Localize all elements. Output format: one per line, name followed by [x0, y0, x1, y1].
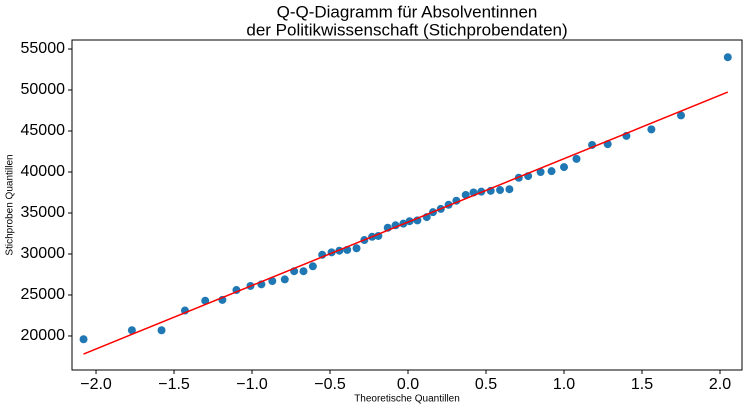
y-tick-label: 40000: [21, 163, 66, 180]
point: [536, 168, 545, 176]
point: [572, 154, 581, 163]
x-tick-label: −2.0: [80, 376, 112, 393]
point: [677, 111, 686, 120]
x-axis-label: Theoretische Quantillen: [354, 394, 460, 405]
fit-line: [83, 91, 729, 355]
x-tick-label: −1.5: [158, 376, 190, 393]
point: [268, 277, 277, 286]
point: [308, 262, 317, 271]
point: [723, 53, 732, 62]
chart-title: der Politikwissenschaft (Stichprobendate…: [246, 20, 567, 39]
point: [127, 326, 136, 335]
y-tick-label: 55000: [21, 40, 66, 57]
point: [280, 275, 289, 284]
point: [647, 125, 656, 134]
point: [560, 163, 569, 172]
x-tick-label: 1.0: [553, 376, 575, 393]
x-tick-label: 0.0: [397, 376, 419, 393]
y-tick-label: 45000: [21, 122, 66, 139]
plot-frame: [71, 39, 743, 371]
point: [461, 190, 470, 199]
y-axis-label: Stichproben Quantillen: [5, 154, 16, 255]
point: [201, 296, 210, 305]
point: [79, 335, 88, 344]
x-tick-label: 0.5: [475, 376, 497, 393]
y-tick-label: 20000: [21, 327, 66, 344]
x-tick-label: −0.5: [314, 376, 346, 393]
point: [157, 326, 166, 335]
y-tick-label: 30000: [21, 245, 66, 262]
point: [496, 186, 505, 195]
y-tick-label: 50000: [21, 81, 66, 98]
y-tick-label: 35000: [21, 204, 66, 221]
y-tick-label: 25000: [21, 286, 66, 303]
x-tick-label: −1.0: [236, 376, 268, 393]
x-tick-label: 1.5: [631, 376, 653, 393]
point: [547, 167, 556, 176]
x-tick-label: 2.0: [709, 376, 731, 393]
point: [505, 185, 514, 194]
point: [299, 267, 308, 276]
chart-title: Q-Q-Diagramm für Absolventinnen: [277, 2, 538, 21]
point: [352, 244, 361, 253]
